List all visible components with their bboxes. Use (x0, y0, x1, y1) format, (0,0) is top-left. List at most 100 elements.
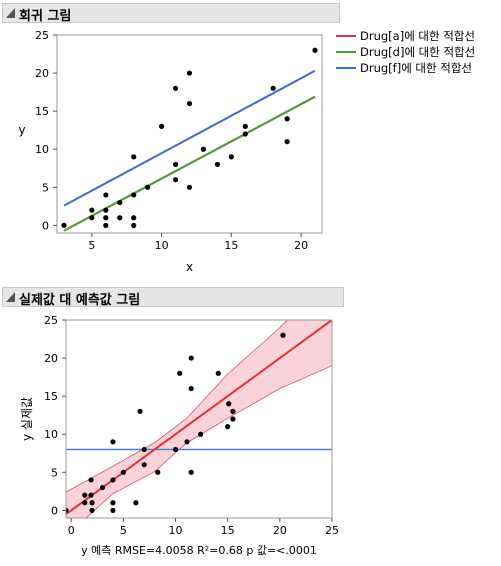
data-point-0 (61, 222, 67, 228)
y-tick-label-10: 10 (44, 428, 58, 441)
data-point-11 (131, 215, 137, 221)
data-point-19 (177, 370, 183, 376)
data-point-26 (225, 424, 231, 430)
data-point-23 (228, 154, 234, 160)
y-tick-label-15: 15 (44, 390, 58, 403)
y-tick-label-10: 10 (35, 143, 49, 156)
data-point-18 (172, 446, 179, 453)
data-point-24 (242, 123, 248, 129)
y-tick-label-0: 0 (51, 504, 58, 517)
data-point-14 (159, 123, 165, 129)
data-point-3 (103, 192, 109, 198)
y-tick-label-15: 15 (35, 105, 49, 118)
data-point-10 (131, 192, 137, 198)
data-point-6 (89, 507, 95, 513)
data-point-0 (66, 507, 69, 513)
y-axis-title: y (18, 123, 25, 137)
data-point-17 (172, 177, 179, 183)
data-point-2 (89, 215, 95, 221)
data-point-5 (103, 215, 109, 221)
data-point-26 (270, 85, 276, 91)
section-title-actual-vs-predicted: 실제값 대 예측값 그림 (19, 293, 141, 308)
data-point-25 (242, 131, 248, 137)
x-tick-label-15: 15 (224, 239, 238, 252)
data-point-14 (133, 500, 139, 506)
x-tick-label-5: 5 (120, 524, 127, 537)
legend-swatch-drug-d (336, 51, 356, 53)
data-point-27 (226, 401, 232, 407)
data-point-2 (82, 500, 88, 506)
data-point-18 (186, 70, 193, 76)
data-point-12 (131, 222, 137, 228)
data-point-10 (110, 500, 116, 506)
data-point-20 (186, 184, 193, 190)
data-point-1 (89, 207, 95, 213)
data-point-23 (188, 469, 194, 475)
data-point-13 (145, 184, 151, 190)
data-point-1 (82, 492, 88, 498)
plot-content (66, 320, 332, 518)
data-point-15 (172, 85, 179, 91)
y-tick-label-0: 0 (42, 219, 49, 232)
data-point-7 (99, 484, 106, 491)
data-point-17 (155, 469, 161, 475)
data-point-8 (110, 439, 116, 445)
y-tick-label-5: 5 (51, 466, 58, 479)
data-point-29 (230, 416, 236, 422)
legend-label-drug-a: Drug[a]에 대한 적합선 (360, 29, 475, 43)
x-tick-label-0: 0 (68, 524, 75, 537)
data-point-21 (188, 355, 194, 361)
x-axis-title: x (186, 260, 193, 274)
data-point-21 (200, 146, 207, 152)
data-point-6 (103, 222, 109, 228)
x-tick-label-15: 15 (221, 524, 235, 537)
data-point-22 (214, 161, 220, 168)
data-point-22 (188, 385, 194, 392)
section-header-actual-vs-predicted[interactable]: 실제값 대 예측값 그림 (2, 287, 344, 308)
disclosure-triangle-icon[interactable] (5, 291, 17, 303)
data-point-11 (110, 507, 116, 513)
y-tick-label-20: 20 (35, 67, 49, 80)
legend-label-drug-f: Drug[f]에 대한 적합선 (360, 61, 472, 75)
disclosure-triangle-icon[interactable] (5, 7, 17, 19)
legend-swatch-drug-f (336, 67, 356, 69)
data-point-28 (284, 139, 290, 145)
data-point-24 (197, 431, 204, 437)
data-point-25 (215, 370, 221, 376)
section-title-regression: 회귀 그림 (19, 9, 72, 24)
data-point-30 (280, 332, 286, 338)
plot-frame (56, 34, 323, 234)
x-tick-label-10: 10 (155, 239, 169, 252)
x-axis-title: y 예측 RMSE=4.0058 R²=0.68 p 값=<.0001 (81, 544, 317, 557)
data-point-20 (184, 439, 190, 445)
section-header-regression[interactable]: 회귀 그림 (2, 3, 340, 24)
x-tick-label-5: 5 (88, 239, 95, 252)
data-point-8 (117, 215, 123, 221)
legend-label-drug-d: Drug[d]에 대한 적합선 (360, 45, 476, 59)
x-tick-label-20: 20 (294, 239, 308, 252)
data-point-3 (88, 477, 94, 483)
x-tick-label-10: 10 (169, 524, 183, 537)
data-point-15 (141, 446, 147, 453)
data-point-7 (117, 199, 123, 206)
y-tick-label-25: 25 (44, 314, 58, 327)
data-point-16 (141, 462, 147, 468)
fit-line-drug-f (63, 69, 316, 207)
data-point-5 (89, 500, 95, 506)
x-tick-label-25: 25 (325, 524, 339, 537)
data-point-9 (131, 154, 137, 160)
data-point-29 (312, 47, 318, 53)
data-point-28 (230, 408, 236, 414)
data-point-9 (110, 477, 116, 483)
data-point-4 (103, 207, 109, 213)
y-tick-label-25: 25 (35, 29, 49, 42)
data-point-13 (137, 408, 143, 414)
regression-chart: 0 5 10 15 20 25 5 10 15 20 x y (18, 29, 323, 274)
data-point-4 (88, 492, 94, 498)
plot-frame (65, 319, 333, 519)
fit-line (66, 320, 332, 515)
data-point-19 (186, 100, 193, 107)
data-point-27 (284, 116, 290, 122)
y-tick-label-5: 5 (42, 181, 49, 194)
